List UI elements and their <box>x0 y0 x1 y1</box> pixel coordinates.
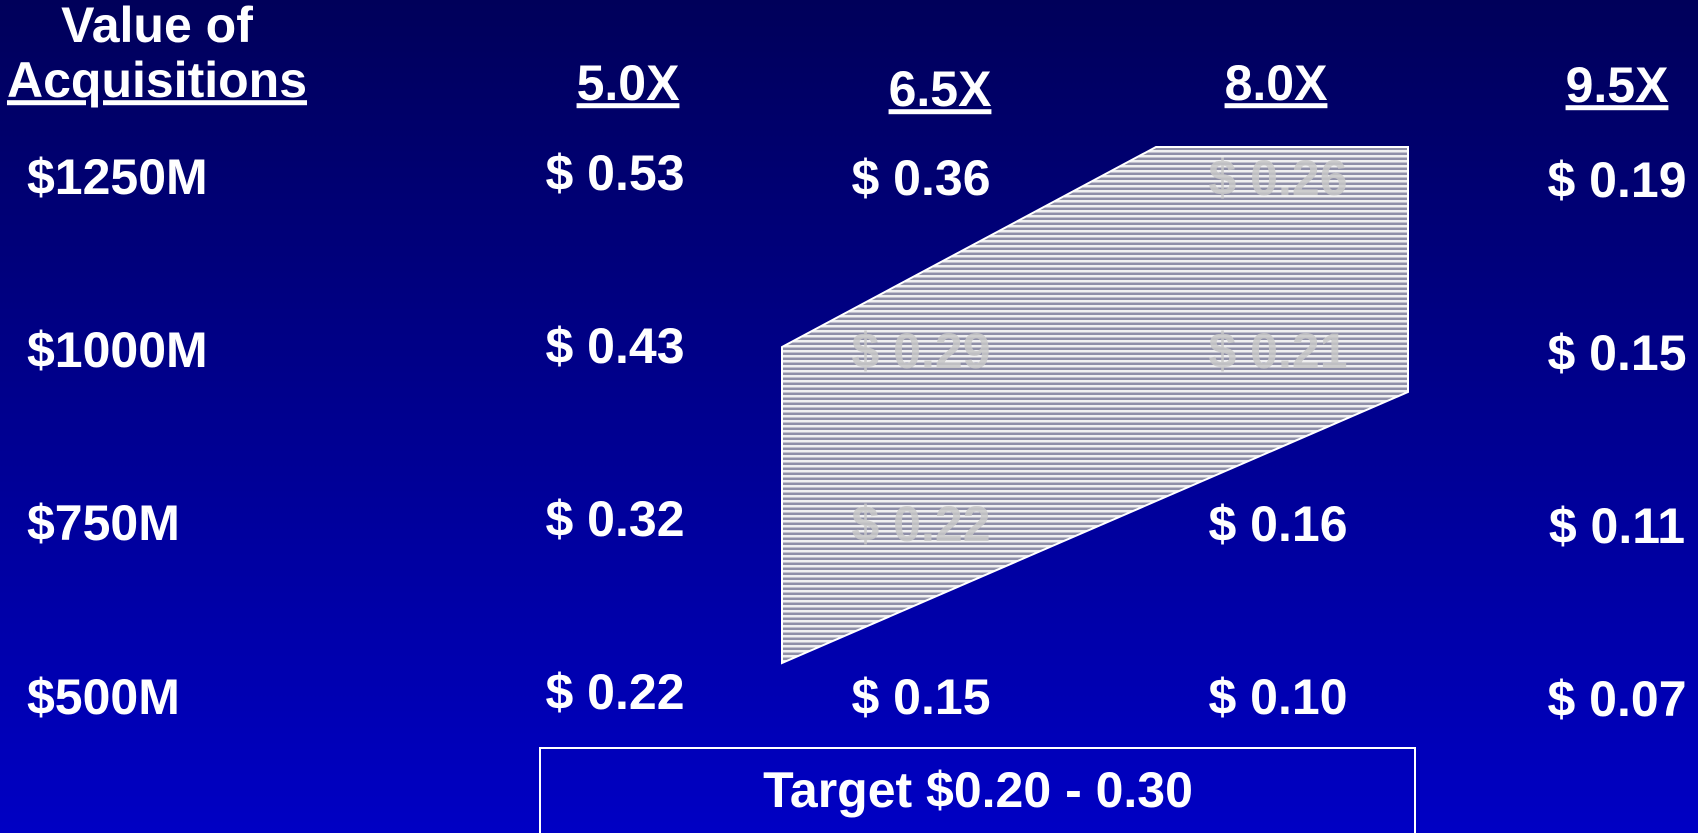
cell: $ 0.16 <box>1208 496 1347 552</box>
column-header: 8.0X <box>1225 55 1328 111</box>
cell: $ 0.22 <box>545 664 684 720</box>
row-label: $750M <box>27 495 180 551</box>
cell: $ 0.21 <box>1208 323 1347 379</box>
column-header: 5.0X <box>577 55 680 111</box>
cell: $ 0.36 <box>851 150 990 206</box>
column-header: 9.5X <box>1566 57 1669 113</box>
row-label: $1000M <box>27 322 208 378</box>
header-line: Value of <box>61 0 253 53</box>
cell: $ 0.29 <box>851 323 990 379</box>
cell: $ 0.26 <box>1208 150 1347 206</box>
cell: $ 0.32 <box>545 491 684 547</box>
column-header: 6.5X <box>889 61 992 117</box>
cell: $ 0.53 <box>545 145 684 201</box>
target-box <box>539 747 1416 833</box>
cell: $ 0.15 <box>851 669 990 725</box>
cell: $ 0.11 <box>1549 498 1685 554</box>
cell: $ 0.22 <box>851 496 990 552</box>
header-line: Acquisitions <box>7 52 307 108</box>
row-label: $500M <box>27 669 180 725</box>
cell: $ 0.15 <box>1547 325 1686 381</box>
target-region <box>781 146 1409 665</box>
row-label: $1250M <box>27 149 208 205</box>
cell: $ 0.07 <box>1547 671 1686 727</box>
cell: $ 0.43 <box>545 318 684 374</box>
cell: $ 0.10 <box>1208 669 1347 725</box>
cell: $ 0.19 <box>1547 152 1686 208</box>
target-label: Target $0.20 - 0.30 <box>763 762 1193 818</box>
